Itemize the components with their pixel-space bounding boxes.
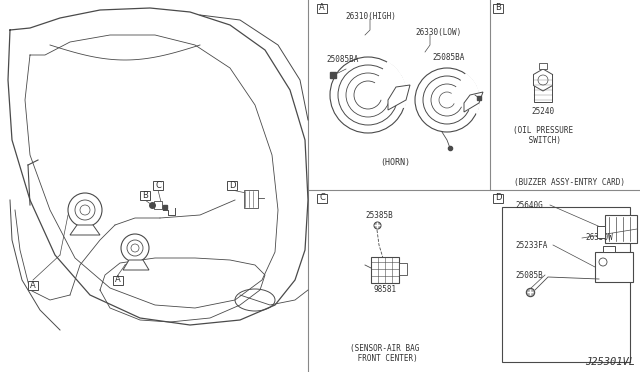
Bar <box>140 190 150 199</box>
Circle shape <box>431 84 463 116</box>
Text: J25301VL: J25301VL <box>585 357 635 367</box>
Text: (BUZZER ASSY-ENTRY CARD): (BUZZER ASSY-ENTRY CARD) <box>515 177 625 186</box>
Bar <box>399 263 407 275</box>
Text: A: A <box>319 3 325 13</box>
Text: 25085BA: 25085BA <box>326 55 358 64</box>
Circle shape <box>75 200 95 220</box>
Text: 25385B: 25385B <box>365 211 393 219</box>
Bar <box>317 193 327 202</box>
Polygon shape <box>464 92 483 112</box>
Text: B: B <box>495 3 501 13</box>
Text: (HORN): (HORN) <box>380 157 410 167</box>
Bar <box>153 180 163 189</box>
Text: FRONT CENTER): FRONT CENTER) <box>353 353 417 362</box>
Circle shape <box>423 76 471 124</box>
Text: 26310(HIGH): 26310(HIGH) <box>345 12 396 20</box>
Bar <box>113 276 123 285</box>
Bar <box>597 226 605 238</box>
Text: 25640G: 25640G <box>515 201 543 209</box>
Bar <box>534 80 552 102</box>
Circle shape <box>415 68 479 132</box>
Text: C: C <box>319 193 325 202</box>
Text: 26350W: 26350W <box>585 234 612 243</box>
Bar <box>603 246 615 252</box>
Polygon shape <box>123 260 149 270</box>
Bar <box>539 63 547 69</box>
Text: (SENSOR-AIR BAG: (SENSOR-AIR BAG <box>350 343 420 353</box>
Text: 98581: 98581 <box>373 285 397 295</box>
Circle shape <box>121 234 149 262</box>
Circle shape <box>354 81 382 109</box>
Bar <box>371 257 399 283</box>
Wedge shape <box>446 73 480 114</box>
Bar <box>493 193 503 202</box>
Text: 25233FA: 25233FA <box>515 241 547 250</box>
Circle shape <box>68 193 102 227</box>
Bar <box>493 3 503 13</box>
Text: A: A <box>115 276 121 285</box>
Polygon shape <box>534 69 552 91</box>
Text: 25085B: 25085B <box>515 270 543 279</box>
Bar <box>502 207 630 362</box>
Text: 26330(LOW): 26330(LOW) <box>415 28 461 36</box>
Text: B: B <box>142 190 148 199</box>
Bar <box>317 3 327 13</box>
Bar <box>595 252 633 282</box>
Bar <box>154 201 162 209</box>
Text: C: C <box>155 180 161 189</box>
Text: 25085BA: 25085BA <box>432 54 465 62</box>
Text: 25240: 25240 <box>531 108 555 116</box>
Polygon shape <box>70 225 100 235</box>
Circle shape <box>338 65 398 125</box>
Text: D: D <box>495 193 501 202</box>
Circle shape <box>346 73 390 117</box>
Text: A: A <box>30 280 36 289</box>
Bar <box>28 280 38 289</box>
Text: D: D <box>228 180 236 189</box>
Wedge shape <box>367 61 407 108</box>
Circle shape <box>330 57 406 133</box>
Circle shape <box>439 92 455 108</box>
Bar <box>227 180 237 189</box>
Bar <box>605 215 637 243</box>
Circle shape <box>127 240 143 256</box>
Bar <box>244 190 258 208</box>
Polygon shape <box>388 85 410 110</box>
Text: (OIL PRESSURE: (OIL PRESSURE <box>513 125 573 135</box>
Text: SWITCH): SWITCH) <box>525 135 561 144</box>
